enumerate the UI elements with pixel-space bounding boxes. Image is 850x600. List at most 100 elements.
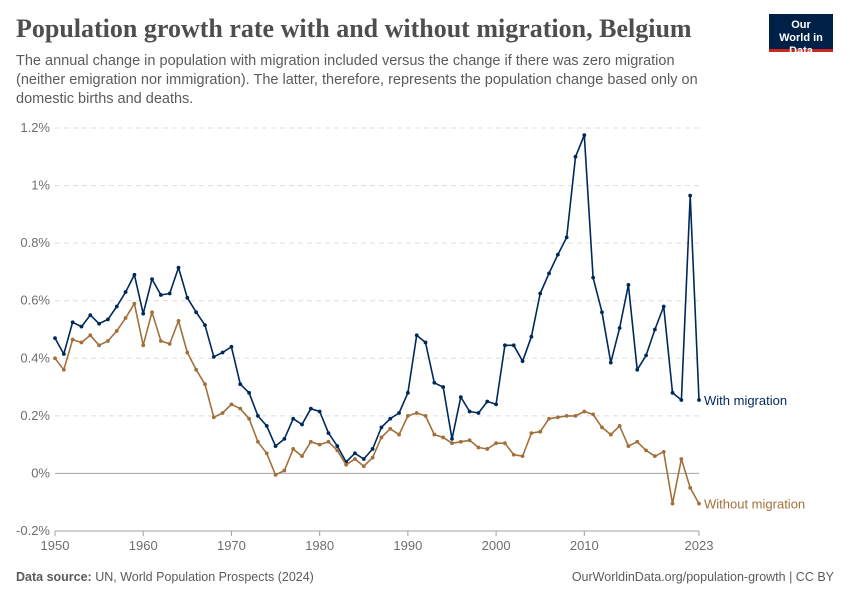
data-point: [458, 439, 463, 444]
data-point: [326, 439, 331, 444]
data-point: [635, 439, 640, 444]
data-point: [335, 444, 340, 448]
data-point: [167, 291, 172, 296]
data-point: [423, 413, 428, 418]
data-point: [397, 432, 401, 437]
data-source: Data source: UN, World Population Prospe…: [16, 570, 314, 584]
data-point: [123, 290, 128, 294]
footer-url[interactable]: OurWorldinData.org/population-growth | C…: [571, 570, 834, 584]
data-point: [476, 445, 481, 450]
data-point: [167, 341, 172, 346]
data-point: [555, 252, 560, 257]
data-point: [582, 409, 587, 414]
x-tick-label: 2000: [482, 538, 511, 553]
data-point: [635, 367, 640, 372]
data-point: [405, 413, 410, 418]
logo-text: Our World in Data: [779, 19, 823, 57]
data-point: [688, 193, 693, 198]
source-label: Data source:: [16, 570, 92, 584]
data-point: [600, 310, 604, 315]
data-point: [70, 337, 75, 342]
source-text[interactable]: UN, World Population Prospects (2024): [95, 570, 314, 584]
data-point: [547, 416, 551, 421]
data-point: [220, 411, 225, 415]
data-point: [450, 441, 454, 446]
data-point: [670, 501, 675, 506]
data-point: [256, 413, 260, 418]
data-point: [238, 406, 243, 411]
y-tick-label: 0.8%: [20, 235, 50, 250]
data-point: [123, 316, 128, 320]
x-tick-label: 2023: [685, 538, 714, 553]
data-point: [538, 429, 543, 434]
data-point: [379, 435, 384, 440]
data-point: [441, 435, 446, 440]
data-point: [176, 265, 181, 270]
data-point: [485, 447, 490, 451]
data-point: [300, 454, 304, 459]
data-point: [344, 462, 349, 467]
data-point: [335, 448, 340, 453]
series-line-with-migration: [54, 134, 700, 463]
data-point: [264, 424, 269, 428]
data-point: [308, 406, 313, 411]
data-point: [564, 235, 569, 240]
data-point: [608, 360, 613, 365]
data-point: [53, 336, 57, 341]
data-point: [141, 343, 146, 348]
data-point: [106, 317, 110, 322]
data-point: [97, 343, 102, 348]
data-point: [158, 293, 163, 297]
data-point: [53, 356, 57, 361]
series-label: Without migration: [704, 497, 805, 512]
chart-title: Population growth rate with and without …: [16, 14, 692, 43]
data-point: [582, 133, 587, 138]
y-tick-label: 1.2%: [20, 120, 50, 135]
data-point: [114, 304, 119, 309]
series-label: With migration: [704, 393, 787, 408]
x-tick-label: 1980: [305, 538, 334, 553]
data-point: [317, 409, 322, 414]
data-point: [361, 457, 366, 461]
data-point: [61, 352, 66, 356]
data-point: [591, 275, 596, 280]
data-point: [441, 385, 446, 389]
data-point: [485, 399, 490, 404]
data-point: [608, 432, 613, 437]
data-point: [229, 344, 234, 349]
data-point: [679, 398, 684, 402]
data-point: [326, 431, 331, 436]
x-tick-label: 1990: [393, 538, 422, 553]
data-point: [538, 291, 543, 296]
data-point: [573, 413, 578, 418]
data-point: [652, 454, 657, 459]
data-point: [450, 436, 454, 441]
data-point: [467, 438, 472, 443]
data-point: [194, 367, 199, 372]
data-point: [626, 282, 631, 287]
data-point: [476, 411, 481, 415]
data-point: [282, 468, 287, 473]
x-tick-label: 2010: [570, 538, 599, 553]
data-point: [247, 390, 251, 395]
data-point: [520, 359, 525, 364]
owid-logo[interactable]: Our World in Data: [769, 14, 833, 57]
data-point: [291, 447, 296, 451]
data-point: [185, 295, 190, 300]
line-chart: -0.2% 0% 0.2% 0.4% 0.6% 0.8% 1% 1.2% 1950 1960 197…: [16, 120, 805, 553]
data-point: [547, 271, 551, 276]
data-point: [617, 424, 622, 428]
data-point: [211, 415, 216, 420]
data-point: [132, 301, 137, 306]
data-point: [203, 323, 207, 328]
data-point: [573, 154, 578, 159]
data-point: [697, 501, 701, 506]
data-point: [256, 439, 260, 444]
data-point: [291, 416, 296, 421]
data-point: [600, 425, 604, 430]
data-point: [141, 311, 146, 316]
data-point: [494, 441, 498, 446]
data-point: [564, 413, 569, 418]
data-point: [264, 451, 269, 456]
data-point: [203, 382, 207, 387]
